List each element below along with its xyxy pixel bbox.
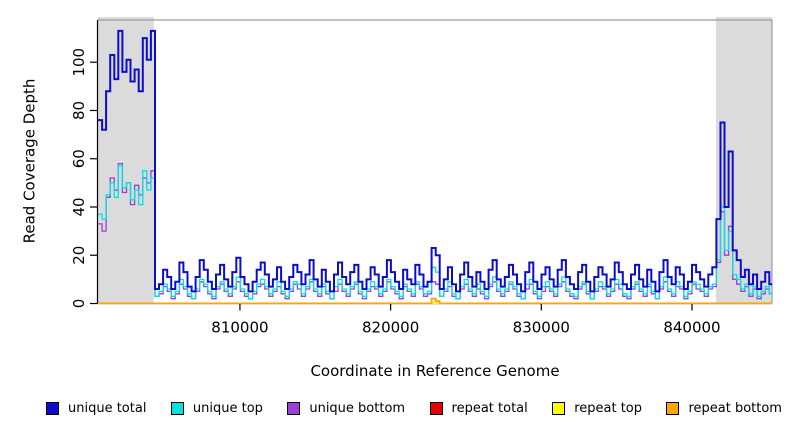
x-tick-label: 840000 <box>663 319 720 337</box>
x-tick-label: 820000 <box>362 319 419 337</box>
series-line-repeat-bottom <box>98 297 772 304</box>
legend-label: repeat total <box>451 400 528 416</box>
x-axis-title: Coordinate in Reference Genome <box>310 362 560 380</box>
legend-label: unique total <box>68 400 147 416</box>
legend-label: repeat bottom <box>688 400 782 416</box>
legend-label: repeat top <box>574 400 642 416</box>
series-line-unique-total <box>98 29 772 293</box>
y-tick-label: 80 <box>70 101 88 120</box>
y-tick-label: 40 <box>70 197 88 216</box>
y-tick-label: 20 <box>70 246 88 265</box>
legend-item-repeat-total: repeat total <box>429 400 528 416</box>
legend-item-unique-bottom: unique bottom <box>287 401 405 416</box>
legend-item-unique-top: unique top <box>170 400 263 416</box>
legend-label: unique bottom <box>309 400 406 416</box>
plot-canvas: 0 20 40 60 80 100 810000 820000 830000 840000 <box>70 17 773 337</box>
legend-item-repeat-bottom: repeat bottom <box>666 401 782 416</box>
legend: unique total unique top unique bottom re… <box>46 396 782 420</box>
unique-bottom-swatch-icon <box>287 401 301 415</box>
y-tick-label: 0 <box>70 299 88 309</box>
unique-total-swatch-icon <box>46 401 59 415</box>
unique-top-swatch-icon <box>170 401 184 415</box>
x-tick-label: 830000 <box>513 319 570 337</box>
x-tick-label: 810000 <box>211 319 268 337</box>
legend-item-unique-total: unique total <box>46 401 146 416</box>
repeat-top-swatch-icon <box>552 401 566 415</box>
y-tick-label: 100 <box>70 48 88 77</box>
repeat-bottom-swatch-icon <box>666 401 680 415</box>
y-axis-title: Read Coverage Depth <box>20 78 39 244</box>
y-tick-label: 60 <box>70 149 88 168</box>
legend-label: unique top <box>192 400 263 416</box>
legend-item-repeat-top: repeat top <box>552 401 642 416</box>
repeat-total-swatch-icon <box>429 401 443 415</box>
